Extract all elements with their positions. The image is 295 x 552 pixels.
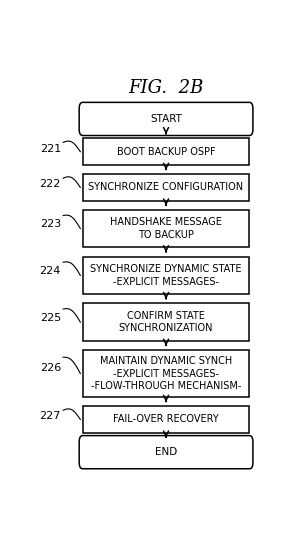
Text: SYNCHRONIZE CONFIGURATION: SYNCHRONIZE CONFIGURATION [88,182,244,193]
Text: FIG.  2B: FIG. 2B [128,79,204,97]
Text: MAINTAIN DYNAMIC SYNCH
-EXPLICIT MESSAGES-
-FLOW-THROUGH MECHANISM-: MAINTAIN DYNAMIC SYNCH -EXPLICIT MESSAGE… [91,356,241,391]
Text: 227: 227 [40,411,61,421]
Polygon shape [83,350,250,397]
Text: 223: 223 [40,219,61,229]
Text: SYNCHRONIZE DYNAMIC STATE
-EXPLICIT MESSAGES-: SYNCHRONIZE DYNAMIC STATE -EXPLICIT MESS… [90,264,242,286]
Text: CONFIRM STATE
SYNCHRONIZATION: CONFIRM STATE SYNCHRONIZATION [119,311,213,333]
Text: 221: 221 [40,144,61,153]
FancyBboxPatch shape [79,436,253,469]
Polygon shape [83,304,250,341]
Text: 225: 225 [40,312,61,322]
Text: BOOT BACKUP OSPF: BOOT BACKUP OSPF [117,147,215,157]
Text: 222: 222 [40,179,61,189]
Polygon shape [83,210,250,247]
Text: END: END [155,447,177,457]
Polygon shape [83,257,250,294]
Polygon shape [83,406,250,433]
Polygon shape [83,139,250,165]
Polygon shape [83,174,250,200]
Text: HANDSHAKE MESSAGE
TO BACKUP: HANDSHAKE MESSAGE TO BACKUP [110,217,222,240]
Text: FAIL-OVER RECOVERY: FAIL-OVER RECOVERY [113,415,219,424]
Text: START: START [150,114,182,124]
Text: 226: 226 [40,363,61,373]
Text: 224: 224 [40,266,61,276]
FancyBboxPatch shape [79,102,253,136]
